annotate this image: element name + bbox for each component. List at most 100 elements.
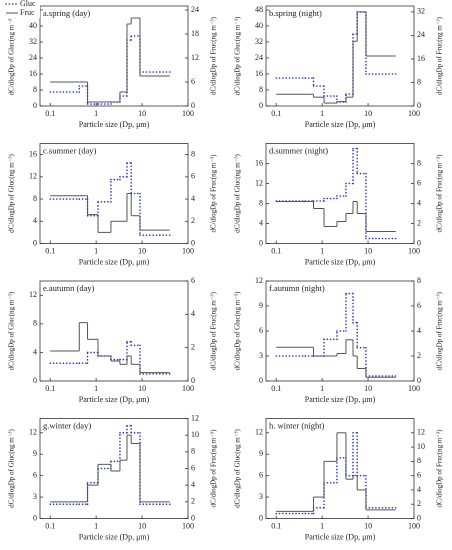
x-tick-label: 100 [408,384,420,393]
y-tick-label: 32 [29,37,37,46]
y2-tick-label: 0 [417,238,421,247]
y-tick-label: 0 [259,513,263,522]
x-tick-label: 100 [182,521,194,530]
x-tick-label: 100 [408,109,420,118]
panel-title: b.spring (night) [269,8,322,18]
plot-frame [265,143,415,244]
y-tick-label: 8 [33,319,37,328]
y2-tick-label: 12 [191,413,199,422]
x-tick-label: 0.1 [271,384,281,393]
x-tick-label: 10 [138,521,146,530]
y2-axis-label: dC/dlogDp of Fruc(ng m⁻³) [436,429,444,508]
plot-frame [265,418,415,519]
y-tick-label: 40 [255,21,263,30]
x-tick-label: 10 [138,109,146,118]
y-tick-label: 6 [259,326,263,335]
y-tick-label: 32 [255,37,263,46]
x-axis-label: Particle size (Dp, μm) [79,532,150,541]
x-axis-label: Particle size (Dp, μm) [305,120,376,129]
y2-tick-label: 0 [191,513,195,522]
x-tick-label: 10 [364,384,372,393]
y-tick-label: 9 [33,449,37,458]
y2-tick-label: 6 [417,301,421,310]
x-tick-label: 0.1 [45,521,55,530]
x-axis-label: Particle size (Dp, μm) [305,257,376,266]
y2-tick-label: 8 [191,149,195,158]
y2-tick-label: 24 [191,5,199,14]
x-tick-label: 10 [364,521,372,530]
y2-tick-label: 8 [417,77,421,86]
y2-tick-label: 6 [191,172,195,181]
plot-frame [39,5,189,107]
y-tick-label: 3 [259,492,263,501]
y-tick-label: 9 [259,301,263,310]
y-axis-label: dC/dlogDp of Gluc(ng m⁻³) [234,16,242,95]
y2-axis-label: dC/dlogDp of Fruc(ng m⁻³) [436,291,444,370]
y2-tick-label: 0 [417,513,421,522]
y-tick-label: 3 [33,492,37,501]
x-tick-label: 0.1 [45,384,55,393]
x-tick-label: 1 [94,109,98,118]
legend-label: Gluc [20,0,36,8]
y2-tick-label: 6 [191,77,195,86]
y2-axis-label: dC/dlogDp of Fruc(ng m⁻³) [436,154,444,233]
y-axis-label: dC/dlogDp of Gluc(ng m⁻³) [8,153,16,232]
y-tick-label: 24 [255,53,263,62]
y-tick-label: 0 [33,101,37,110]
x-axis-label: Particle size (Dp, μm) [79,395,150,404]
y2-tick-label: 0 [191,238,195,247]
y-tick-label: 4 [33,347,37,356]
y2-tick-label: 6 [191,276,195,285]
y2-tick-label: 18 [191,29,199,38]
x-tick-label: 10 [138,384,146,393]
x-axis-label: Particle size (Dp, μm) [305,532,376,541]
legend-label: Fruc [20,8,35,17]
y2-axis-label: dC/dlogDp of Fruc(ng m⁻³) [210,429,218,508]
y-tick-label: 4 [259,218,263,227]
panel-title: d.summer (night) [269,145,328,155]
y-tick-label: 12 [255,276,263,285]
y2-tick-label: 8 [417,158,421,167]
x-axis-label: Particle size (Dp, μm) [79,257,150,266]
y2-tick-label: 8 [417,456,421,465]
y2-tick-label: 4 [417,198,421,207]
y2-tick-label: 4 [191,480,195,489]
x-tick-label: 0.1 [45,109,55,118]
y2-tick-label: 4 [417,326,421,335]
x-tick-label: 100 [182,384,194,393]
y2-tick-label: 12 [417,428,425,437]
y2-axis-label: dC/dlogDp of Fruc(ng m⁻³) [210,16,218,95]
y2-tick-label: 6 [191,463,195,472]
y2-axis-label: dC/dlogDp of Fruc(ng m⁻³) [210,154,218,233]
x-tick-label: 1 [320,521,324,530]
y-tick-label: 3 [259,351,263,360]
y-tick-label: 40 [29,21,37,30]
y2-tick-label: 8 [191,447,195,456]
x-tick-label: 100 [408,521,420,530]
y2-tick-label: 10 [191,430,199,439]
y-axis-label: dC/dlogDp of Gluc(ng m⁻³) [8,428,16,507]
y2-tick-label: 6 [417,470,421,479]
plot-frame [39,143,189,244]
y-tick-label: 12 [29,172,37,181]
y2-tick-label: 0 [417,376,421,385]
x-tick-label: 1 [320,109,324,118]
y2-tick-label: 32 [417,7,425,16]
panel-title: a.spring (day) [43,8,90,18]
y-tick-label: 12 [255,428,263,437]
legend-bg [4,0,40,9]
x-tick-label: 100 [408,246,420,255]
y2-tick-label: 4 [417,485,421,494]
y-tick-label: 8 [259,85,263,94]
panel-title: g.winter (day) [43,420,91,430]
y-tick-label: 16 [255,69,263,78]
y2-tick-label: 2 [417,351,421,360]
y2-tick-label: 6 [417,178,421,187]
